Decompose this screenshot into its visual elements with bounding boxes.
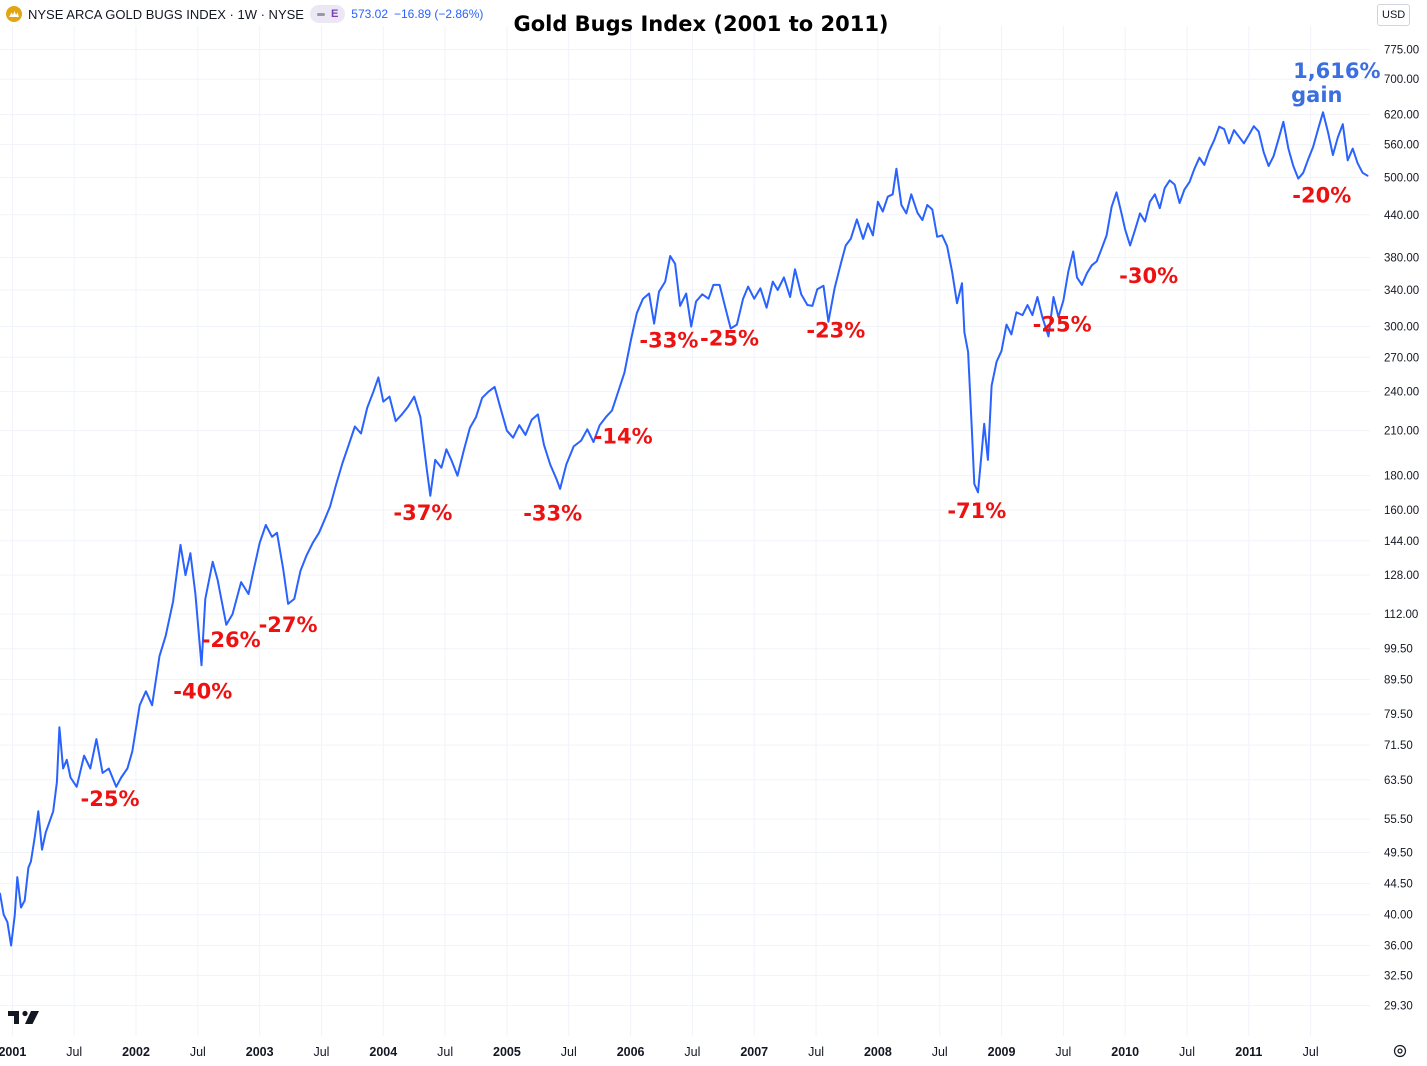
y-tick-label: 210.00 [1384,426,1419,438]
price-change: −16.89 (−2.86%) [394,7,484,21]
y-tick-label: 49.50 [1384,848,1413,860]
x-tick-label: 2005 [493,1045,521,1059]
x-tick-label: Jul [66,1045,82,1059]
y-tick-label: 63.50 [1384,775,1413,787]
line-layer [0,111,1369,947]
y-tick-label: 40.00 [1384,910,1413,922]
price-series-line [0,111,1369,947]
y-tick-label: 128.00 [1384,570,1419,582]
gain-label: gain [1291,83,1342,107]
y-tick-label: 380.00 [1384,253,1419,265]
y-tick-label: 340.00 [1384,285,1419,297]
drawdown-label: -20% [1292,183,1351,207]
y-tick-label: 775.00 [1384,45,1419,57]
y-tick-label: 180.00 [1384,471,1419,483]
drawdown-label: -33% [523,502,582,526]
y-tick-label: 32.50 [1384,970,1413,982]
gold-icon [6,6,22,22]
drawdown-label: -33% [639,329,698,353]
x-tick-label: 2010 [1111,1045,1139,1059]
symbol-label: NYSE ARCA GOLD BUGS INDEX · 1W · NYSE [28,6,304,22]
y-tick-label: 270.00 [1384,352,1419,364]
axis-layer: 29.30 32.50 36.00 40.00 44.50 49.50 55.50 63.50… [0,45,1419,1059]
y-tick-label: 44.50 [1384,879,1413,891]
drawdown-label: -40% [173,679,232,703]
x-tick-label: Jul [190,1045,206,1059]
y-tick-label: 29.30 [1384,1001,1413,1013]
drawdown-label: -37% [393,501,452,525]
badge-label: E [330,8,339,20]
price-value: 573.02 [351,7,388,21]
x-tick-label: Jul [313,1045,329,1059]
drawdown-label: -23% [806,318,865,342]
drawdown-label: -27% [259,613,318,637]
y-tick-label: 440.00 [1384,210,1419,222]
x-tick-label: 2003 [246,1045,274,1059]
drawdown-label: -25% [1033,313,1092,337]
y-tick-label: 99.50 [1384,644,1413,656]
x-tick-label: Jul [561,1045,577,1059]
y-tick-label: 79.50 [1384,709,1413,721]
drawdown-label: -71% [947,499,1006,523]
dash-icon [316,12,325,16]
drawdown-label: -25% [81,787,140,811]
y-tick-label: 240.00 [1384,387,1419,399]
y-tick-label: 620.00 [1384,110,1419,122]
x-tick-label: 2011 [1235,1045,1262,1059]
y-tick-label: 560.00 [1384,139,1419,151]
symbol-header[interactable]: NYSE ARCA GOLD BUGS INDEX · 1W · NYSE E … [6,4,483,24]
x-tick-label: Jul [808,1045,824,1059]
settings-icon[interactable] [1392,1043,1408,1064]
grid-layer [0,26,1370,1036]
drawdown-label: -30% [1119,264,1178,288]
chart-title: Gold Bugs Index (2001 to 2011) [513,12,889,36]
y-tick-label: 700.00 [1384,74,1419,86]
y-tick-label: 55.50 [1384,814,1413,826]
currency-button[interactable]: USD [1377,4,1411,26]
y-tick-label: 500.00 [1384,172,1419,184]
x-tick-label: 2006 [617,1045,645,1059]
x-tick-label: 2001 [0,1045,26,1059]
tradingview-logo-icon[interactable] [8,1008,40,1031]
drawdown-label: -14% [594,424,653,448]
x-tick-label: 2007 [740,1045,768,1059]
x-tick-label: 2002 [122,1045,150,1059]
label-layer: -25%-40%-26%-27%-37% -33%-14%-33% -25% -23%… [81,59,1381,811]
y-tick-label: 160.00 [1384,505,1419,517]
gain-label: 1,616% [1293,59,1380,83]
y-tick-label: 112.00 [1384,609,1418,621]
y-tick-label: 36.00 [1384,940,1413,952]
x-tick-label: Jul [1179,1045,1195,1059]
x-tick-label: Jul [932,1045,948,1059]
x-tick-label: 2009 [988,1045,1016,1059]
earnings-badge[interactable]: E [309,5,346,23]
x-tick-label: Jul [437,1045,453,1059]
y-tick-label: 71.50 [1384,740,1413,752]
x-tick-label: Jul [1303,1045,1319,1059]
x-tick-label: 2004 [369,1045,397,1059]
x-tick-label: 2008 [864,1045,892,1059]
drawdown-label: -25% [700,326,759,350]
x-tick-label: Jul [684,1045,700,1059]
y-tick-label: 144.00 [1384,536,1419,548]
y-tick-label: 300.00 [1384,322,1419,334]
drawdown-label: -26% [202,628,261,652]
y-tick-label: 89.50 [1384,675,1413,687]
x-tick-label: Jul [1055,1045,1071,1059]
